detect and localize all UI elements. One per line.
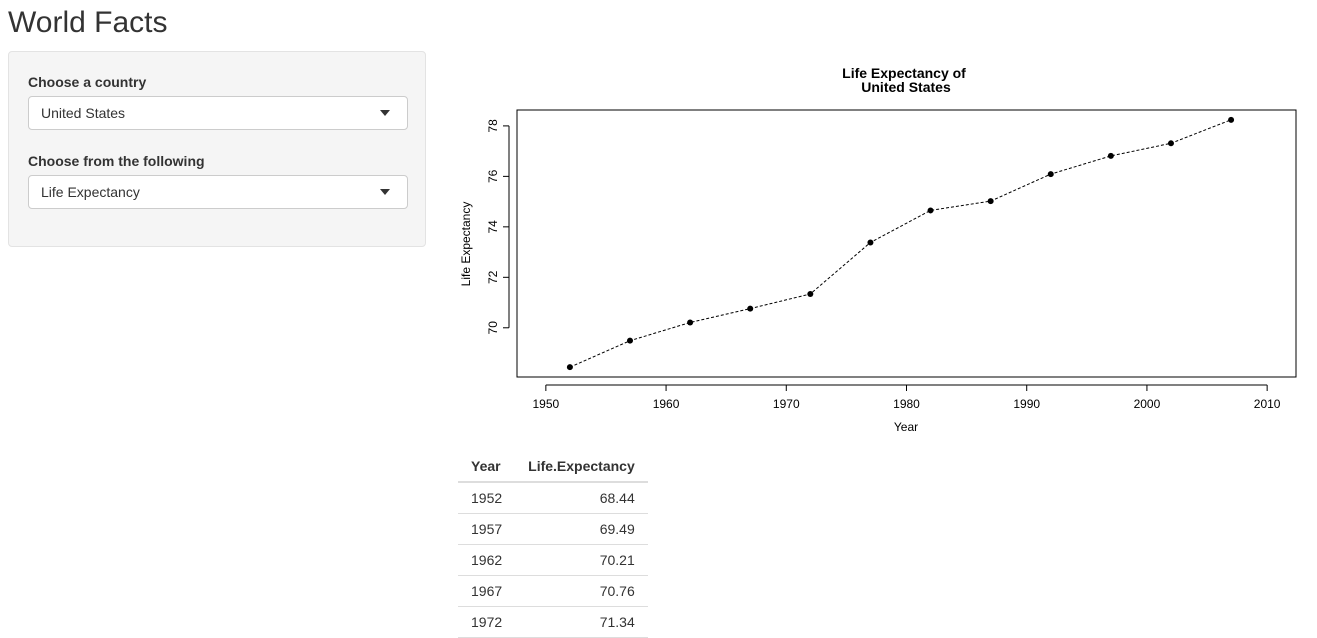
data-point: [867, 239, 874, 246]
y-tick-label: 74: [486, 220, 500, 234]
table-row: 1957 69.49: [458, 513, 648, 545]
table-cell-year: 1957: [458, 513, 516, 545]
y-tick-label: 78: [486, 119, 500, 133]
x-tick-label: 1990: [1013, 397, 1040, 411]
x-tick-label: 1970: [773, 397, 800, 411]
data-point: [627, 337, 634, 344]
y-tick-label: 72: [486, 270, 500, 284]
metric-select-value: Life Expectancy: [41, 184, 140, 200]
data-point: [927, 207, 934, 214]
table-cell-year: 1962: [458, 544, 516, 576]
data-point: [1047, 171, 1054, 178]
chart-title: Life Expectancy of: [842, 65, 966, 81]
table-cell-year: 1952: [458, 482, 516, 514]
data-point: [1107, 152, 1114, 159]
y-tick-label: 70: [486, 321, 500, 335]
plot-frame: [516, 109, 1297, 378]
chevron-down-icon: [380, 110, 390, 116]
x-axis-label: Year: [894, 420, 918, 434]
chart-svg: Life Expectancy of United States Year Li…: [459, 65, 1297, 434]
x-tick-label: 1950: [533, 397, 560, 411]
column-header-life-expectancy: Life.Expectancy: [515, 450, 648, 483]
table-cell-value: 70.76: [515, 575, 648, 607]
data-point: [1228, 116, 1235, 123]
data-point: [987, 198, 994, 205]
table-cell-value: 71.34: [515, 606, 648, 638]
chevron-down-icon: [380, 189, 390, 195]
life-expectancy-plot: Life Expectancy of United States Year Li…: [452, 58, 1312, 443]
table-cell-year: 1972: [458, 606, 516, 638]
y-axis-label: Life Expectancy: [459, 202, 473, 287]
country-select[interactable]: United States: [28, 96, 408, 130]
data-point: [687, 319, 694, 326]
x-tick-label: 1980: [893, 397, 920, 411]
table-row: 1962 70.21: [458, 544, 648, 576]
x-tick-label: 1960: [653, 397, 680, 411]
x-tick-label: 2010: [1254, 397, 1281, 411]
table-cell-year: 1967: [458, 575, 516, 607]
table-row: 1967 70.76: [458, 575, 648, 607]
data-table: Year Life.Expectancy 1952 68.44 1957 69.…: [458, 450, 648, 638]
page-title: World Facts: [8, 6, 168, 39]
metric-select[interactable]: Life Expectancy: [28, 175, 408, 209]
table-row: 1952 68.44: [458, 482, 648, 514]
table-row: 1972 71.34: [458, 606, 648, 638]
table-header-row: Year Life.Expectancy: [458, 450, 648, 483]
table-cell-value: 69.49: [515, 513, 648, 545]
country-select-value: United States: [41, 105, 126, 121]
data-point: [566, 364, 573, 371]
data-point: [807, 290, 814, 297]
x-tick-label: 2000: [1134, 397, 1161, 411]
data-point: [747, 305, 754, 312]
metric-select-label: Choose from the following: [28, 153, 205, 169]
column-header-year: Year: [458, 450, 516, 483]
y-tick-label: 76: [486, 169, 500, 183]
table-cell-value: 68.44: [515, 482, 648, 514]
sidebar-panel: Choose a country United States Choose fr…: [8, 51, 426, 247]
data-point: [1167, 140, 1174, 147]
country-select-label: Choose a country: [28, 74, 147, 90]
table-cell-value: 70.21: [515, 544, 648, 576]
chart-subtitle: United States: [861, 79, 951, 95]
series-line: [569, 119, 1232, 368]
